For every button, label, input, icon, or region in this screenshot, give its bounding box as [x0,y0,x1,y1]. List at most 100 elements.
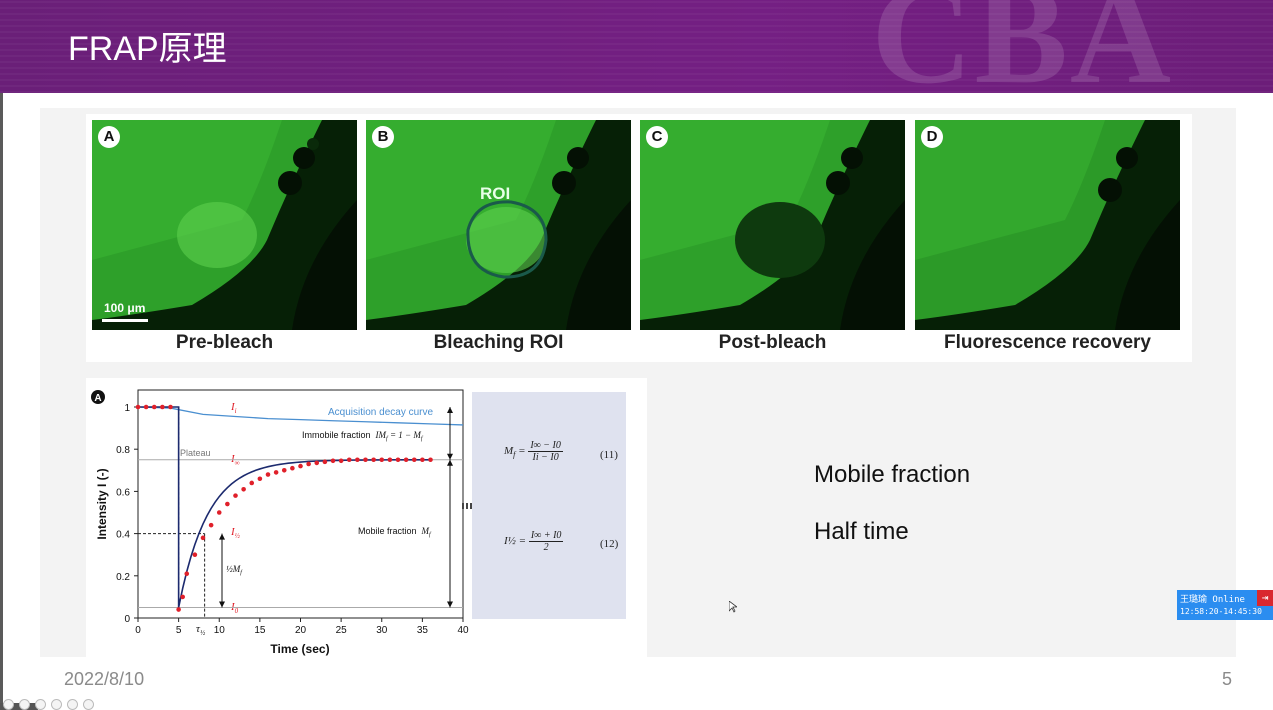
y-tick-label: 1 [124,403,130,414]
slides-icon[interactable] [51,699,62,710]
microscopy-figure: A 100 μm Pre-bleach B ROI Bleaching ROI … [86,114,1192,362]
panel-letter: A [98,126,120,148]
frap-chart: A Intensity I (-) Time (sec) Acquisition… [91,389,496,656]
next-slide-icon[interactable] [19,699,30,710]
mobile-fraction-arrow-head-top [447,459,453,466]
data-point [428,457,433,463]
panel-letter: D [921,126,943,148]
panel-fluorescence-recovery: D [915,120,1180,330]
y-axis-label: Intensity I (-) [95,468,109,539]
immobile-fraction-label: Immobile fraction IMf = 1 − Mf [302,430,424,442]
data-point [192,552,198,557]
label-Ihalf: I½ [230,526,241,540]
header-stripes [0,0,1273,93]
decay-curve-line [137,406,464,426]
formula-mobile-fraction: Mf = I∞ − I0 Ii − I0 [504,440,563,463]
data-point [249,480,255,486]
data-point [420,457,425,463]
data-point [184,571,190,576]
data-point [379,457,385,463]
panel-letter: B [372,126,394,148]
data-point [176,607,181,612]
plateau-label: Plateau [180,448,211,458]
immobile-fraction-arrow-head-bottom [447,453,453,460]
data-point [241,486,246,492]
data-point [216,510,222,515]
y-tick-label: 0 [124,614,130,625]
x-tick-label: 35 [417,625,429,636]
scale-bar [102,319,148,322]
tau-half-label: τ½ [196,623,206,637]
page-number: 5 [1222,669,1233,689]
data-point [411,457,417,463]
panel-caption: Pre-bleach [175,332,274,353]
data-point [371,457,376,463]
panel-caption: Post-bleach [718,332,827,353]
formula-panel: Mf = I∞ − I0 Ii − I0 (11) I½ = I∞ + I0 2 (… [472,392,626,619]
bleaching-roi-image [366,120,631,330]
y-tick-label: 0.4 [116,530,130,541]
fluorescence-recovery-image [915,120,1180,330]
data-point [363,457,368,463]
data-point [346,457,352,463]
data-point [168,404,173,410]
half-mobile-arrow-head-top [219,533,225,540]
panel-pre-bleach: A 100 μm [92,120,357,330]
data-point [330,458,336,464]
data-point [180,594,185,600]
x-tick-label: 15 [254,625,266,636]
x-tick-label: 40 [457,625,469,636]
pen-icon[interactable] [35,699,46,710]
data-point [338,458,344,464]
mobile-fraction-arrow-head-bottom [447,601,453,608]
label-Iinf: I∞ [230,453,240,467]
prev-slide-icon[interactable] [3,699,14,710]
x-axis-label: Time (sec) [270,642,329,656]
presentation-toolbar [0,697,120,710]
panel-caption: Fluorescence recovery [943,332,1151,353]
data-point [273,470,279,475]
y-tick-label: 0.6 [116,487,130,498]
data-point [298,463,303,469]
chart-panel-letter: A [94,393,101,404]
data-point [208,522,214,528]
data-point [395,457,401,463]
data-point [143,404,149,410]
session-time: 12:58:20-14:45:30 [1180,607,1262,616]
half-mobile-arrow-head-bottom [219,601,225,608]
data-point [290,465,295,471]
panel-post-bleach: C [640,120,905,330]
roi-label: ROI [480,184,511,203]
y-tick-label: 0.8 [116,445,130,456]
left-edge-strip [0,93,3,710]
zoom-icon[interactable] [67,699,78,710]
footer-date: 2022/8/10 [64,669,145,689]
data-point [322,459,328,465]
exit-icon[interactable]: ⇥ [1257,590,1273,606]
data-point [281,468,287,473]
data-point [225,501,230,507]
x-tick-label: 5 [176,625,182,636]
equation-number-12: (12) [600,538,619,550]
formula-half-intensity: I½ = I∞ + I0 2 [504,530,564,553]
immobile-fraction-arrow-head-top [447,407,453,413]
label-I0: I0 [230,601,239,615]
label-Ii: Ii [230,401,237,415]
panel-bleaching-roi: B ROI [366,120,631,330]
user-name: 王璐瑜 Online [1180,595,1245,605]
equation-number-11: (11) [600,449,618,461]
data-point [200,535,206,541]
data-point [257,476,263,482]
data-point [355,457,360,463]
data-point [403,457,409,463]
x-tick-label: 20 [295,625,307,636]
data-point [160,404,165,410]
y-tick-label: 0.2 [116,572,130,583]
pre-bleach-image [92,120,357,330]
more-options-icon[interactable] [83,699,94,710]
panel-letter: C [646,126,668,148]
slide-header: CBA FRAP原理 [0,0,1273,93]
user-status-widget[interactable]: 王璐瑜 Online 12:58:20-14:45:30 ⇥ [1177,590,1273,620]
scale-bar-label: 100 μm [104,301,146,315]
half-time-note: Half time [814,518,909,545]
